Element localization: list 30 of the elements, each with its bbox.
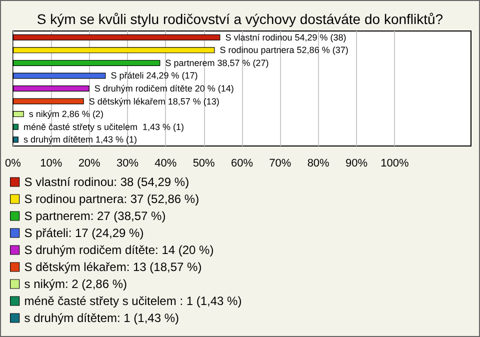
x-tick-label: 70% — [269, 158, 292, 170]
legend-label: S vlastní rodinou: 38 (54,29 %) — [24, 175, 190, 189]
x-tick-label: 0% — [5, 158, 22, 170]
x-tick-label: 100% — [380, 158, 409, 170]
legend-label: méně časté střety s učitelem : 1 (1,43 %) — [24, 294, 242, 308]
x-tick-label: 10% — [40, 158, 62, 170]
x-tick-label: 30% — [116, 158, 139, 170]
x-tick-label: 60% — [230, 158, 254, 170]
data-label: S partnerem 38,57 % (27) — [165, 58, 269, 68]
data-label: s nikým 2,86 % (2) — [28, 109, 104, 120]
x-tick-label: 50% — [192, 158, 216, 170]
x-tick-label: 20% — [78, 158, 101, 170]
x-tick-label: 40% — [154, 158, 177, 170]
data-label: S rodinou partnera 52,86 % (37) — [220, 45, 348, 56]
legend-label: S dětským lékařem: 13 (18,57 %) — [24, 260, 202, 274]
data-label: s druhým dítětem 1,43 % (1) — [23, 134, 138, 145]
data-label: S vlastní rodinou 54,29 % (38) — [225, 32, 346, 42]
legend-label: S partnerem: 27 (38,57 %) — [24, 209, 166, 223]
legend-label: s nikým: 2 (2,86 %) — [24, 277, 128, 291]
data-label: S dětským lékařem 18,57 % (13) — [88, 96, 220, 106]
x-tick-label: 80% — [307, 158, 330, 170]
chart-title: S kým se kvůli stylu rodičovství a výchovy dostáváte do konfliktů? — [36, 11, 444, 27]
data-label: méně časté střety s učitelem 1,43 % (1) — [23, 122, 184, 132]
legend-label: S rodinou partnera: 37 (52,86 %) — [24, 192, 200, 206]
data-label: S přáteli 24,29 % (17) — [110, 70, 198, 81]
x-tick-label: 90% — [345, 158, 368, 170]
legend-label: s druhým dítětem: 1 (1,43 %) — [24, 311, 180, 325]
legend-label: S druhým rodičem dítěte: 14 (20 %) — [24, 243, 214, 257]
legend-label: S přáteli: 17 (24,29 %) — [24, 226, 144, 240]
data-label: S druhým rodičem dítěte 20 % (14) — [94, 84, 234, 94]
